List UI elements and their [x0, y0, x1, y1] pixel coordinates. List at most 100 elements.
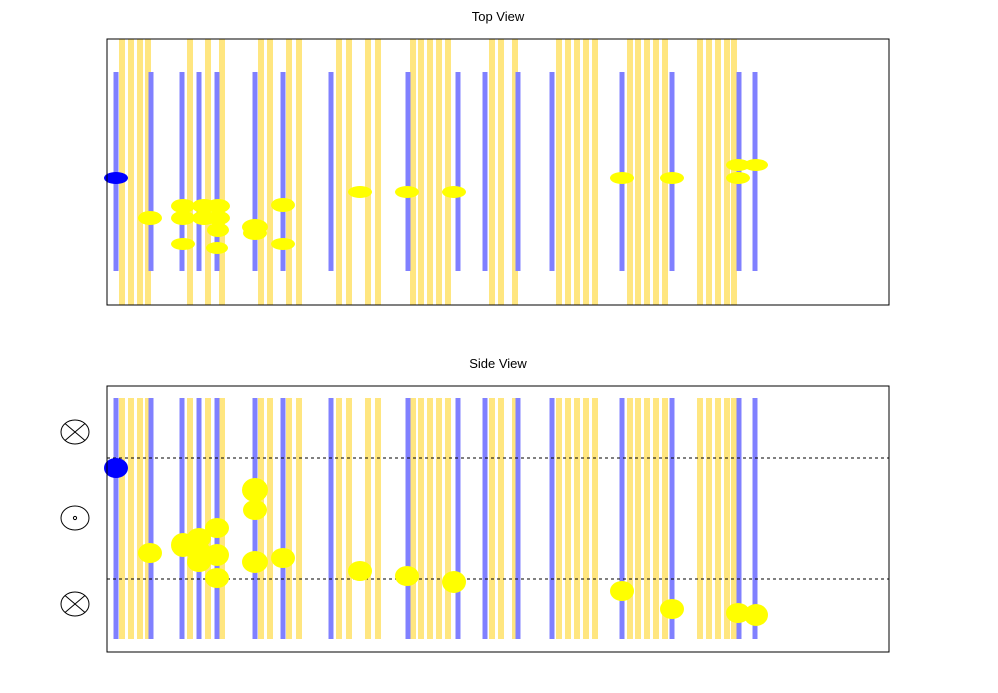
- yellow-plane: [267, 39, 273, 305]
- yellow-plane: [187, 39, 193, 305]
- yellow-plane: [258, 39, 264, 305]
- yellow-plane: [512, 39, 518, 305]
- blue-plane: [148, 398, 154, 639]
- blue-plane: [515, 398, 521, 639]
- yellow-plane: [336, 39, 342, 305]
- yellow-plane: [375, 398, 381, 639]
- top-view-title: Top View: [472, 9, 525, 24]
- yellow-plane: [635, 39, 641, 305]
- blue-plane: [196, 72, 202, 271]
- yellow-plane: [565, 398, 571, 639]
- yellow-plane: [187, 398, 193, 639]
- hit-marker: [726, 603, 750, 623]
- hit-marker: [726, 159, 750, 171]
- blue-plane: [549, 398, 555, 639]
- top-view-bars: [113, 39, 758, 305]
- hit-marker: [395, 186, 419, 198]
- blue-plane: [280, 72, 286, 271]
- blue-plane: [148, 72, 154, 271]
- blue-plane: [179, 72, 185, 271]
- hit-marker: [138, 211, 162, 225]
- hit-marker: [206, 199, 230, 213]
- yellow-plane: [365, 39, 371, 305]
- yellow-plane: [346, 39, 352, 305]
- yellow-plane: [296, 398, 302, 639]
- blue-plane: [669, 398, 675, 639]
- blue-plane: [113, 398, 119, 639]
- blue-plane: [619, 398, 625, 639]
- side-view-frame: [106, 385, 890, 653]
- hit-marker: [610, 581, 634, 601]
- blue-plane: [482, 398, 488, 639]
- yellow-plane: [137, 39, 143, 305]
- yellow-plane: [731, 39, 737, 305]
- yellow-plane: [418, 39, 424, 305]
- yellow-plane: [565, 39, 571, 305]
- yellow-plane: [592, 398, 598, 639]
- blue-plane: [752, 398, 758, 639]
- hit-marker: [271, 198, 295, 212]
- hit-marker: [660, 599, 684, 619]
- yellow-plane: [445, 39, 451, 305]
- blue-plane: [196, 398, 202, 639]
- yellow-plane: [715, 39, 721, 305]
- yellow-plane: [498, 39, 504, 305]
- blue-plane: [736, 72, 742, 271]
- yellow-plane: [296, 39, 302, 305]
- hit-marker: [206, 242, 228, 254]
- hit-marker: [243, 500, 267, 520]
- yellow-plane: [662, 39, 668, 305]
- yellow-plane: [445, 398, 451, 639]
- yellow-plane: [644, 39, 650, 305]
- yellow-plane: [512, 398, 518, 639]
- yellow-plane: [653, 398, 659, 639]
- blue-plane: [619, 72, 625, 271]
- hit-marker: [205, 518, 229, 538]
- yellow-plane: [653, 39, 659, 305]
- hit-marker: [660, 172, 684, 184]
- yellow-plane: [336, 398, 342, 639]
- blue-plane: [328, 398, 334, 639]
- yellow-plane: [489, 398, 495, 639]
- hit-marker: [187, 552, 211, 572]
- hit-marker: [205, 544, 229, 566]
- hit-marker: [171, 199, 195, 213]
- hit-marker: [744, 604, 768, 626]
- top-view-hits: [104, 159, 768, 254]
- yellow-plane: [410, 39, 416, 305]
- yellow-plane: [128, 398, 134, 639]
- yellow-plane: [137, 398, 143, 639]
- yellow-plane: [436, 398, 442, 639]
- hit-marker: [207, 223, 229, 237]
- yellow-plane: [706, 398, 712, 639]
- blue-plane: [736, 398, 742, 639]
- yellow-plane: [436, 39, 442, 305]
- yellow-plane: [715, 398, 721, 639]
- yellow-plane: [128, 39, 134, 305]
- blue-plane: [455, 398, 461, 639]
- hit-marker: [442, 571, 466, 593]
- blue-plane: [113, 72, 119, 271]
- hit-marker: [171, 238, 195, 250]
- blue-plane: [405, 398, 411, 639]
- yellow-plane: [219, 398, 225, 639]
- yellow-plane: [410, 398, 416, 639]
- yellow-plane: [365, 398, 371, 639]
- hit-marker: [243, 226, 267, 240]
- source-marker: [104, 172, 128, 184]
- blue-plane: [179, 398, 185, 639]
- yellow-plane: [286, 398, 292, 639]
- blue-plane: [669, 72, 675, 271]
- yellow-plane: [145, 39, 151, 305]
- yellow-plane: [556, 398, 562, 639]
- hit-marker: [138, 543, 162, 563]
- yellow-plane: [662, 398, 668, 639]
- hit-marker: [206, 211, 230, 225]
- hit-marker: [271, 238, 295, 250]
- yellow-plane: [627, 398, 633, 639]
- blue-plane: [280, 398, 286, 639]
- yellow-plane: [205, 398, 211, 639]
- yellow-plane: [724, 398, 730, 639]
- side-view-title: Side View: [469, 356, 527, 371]
